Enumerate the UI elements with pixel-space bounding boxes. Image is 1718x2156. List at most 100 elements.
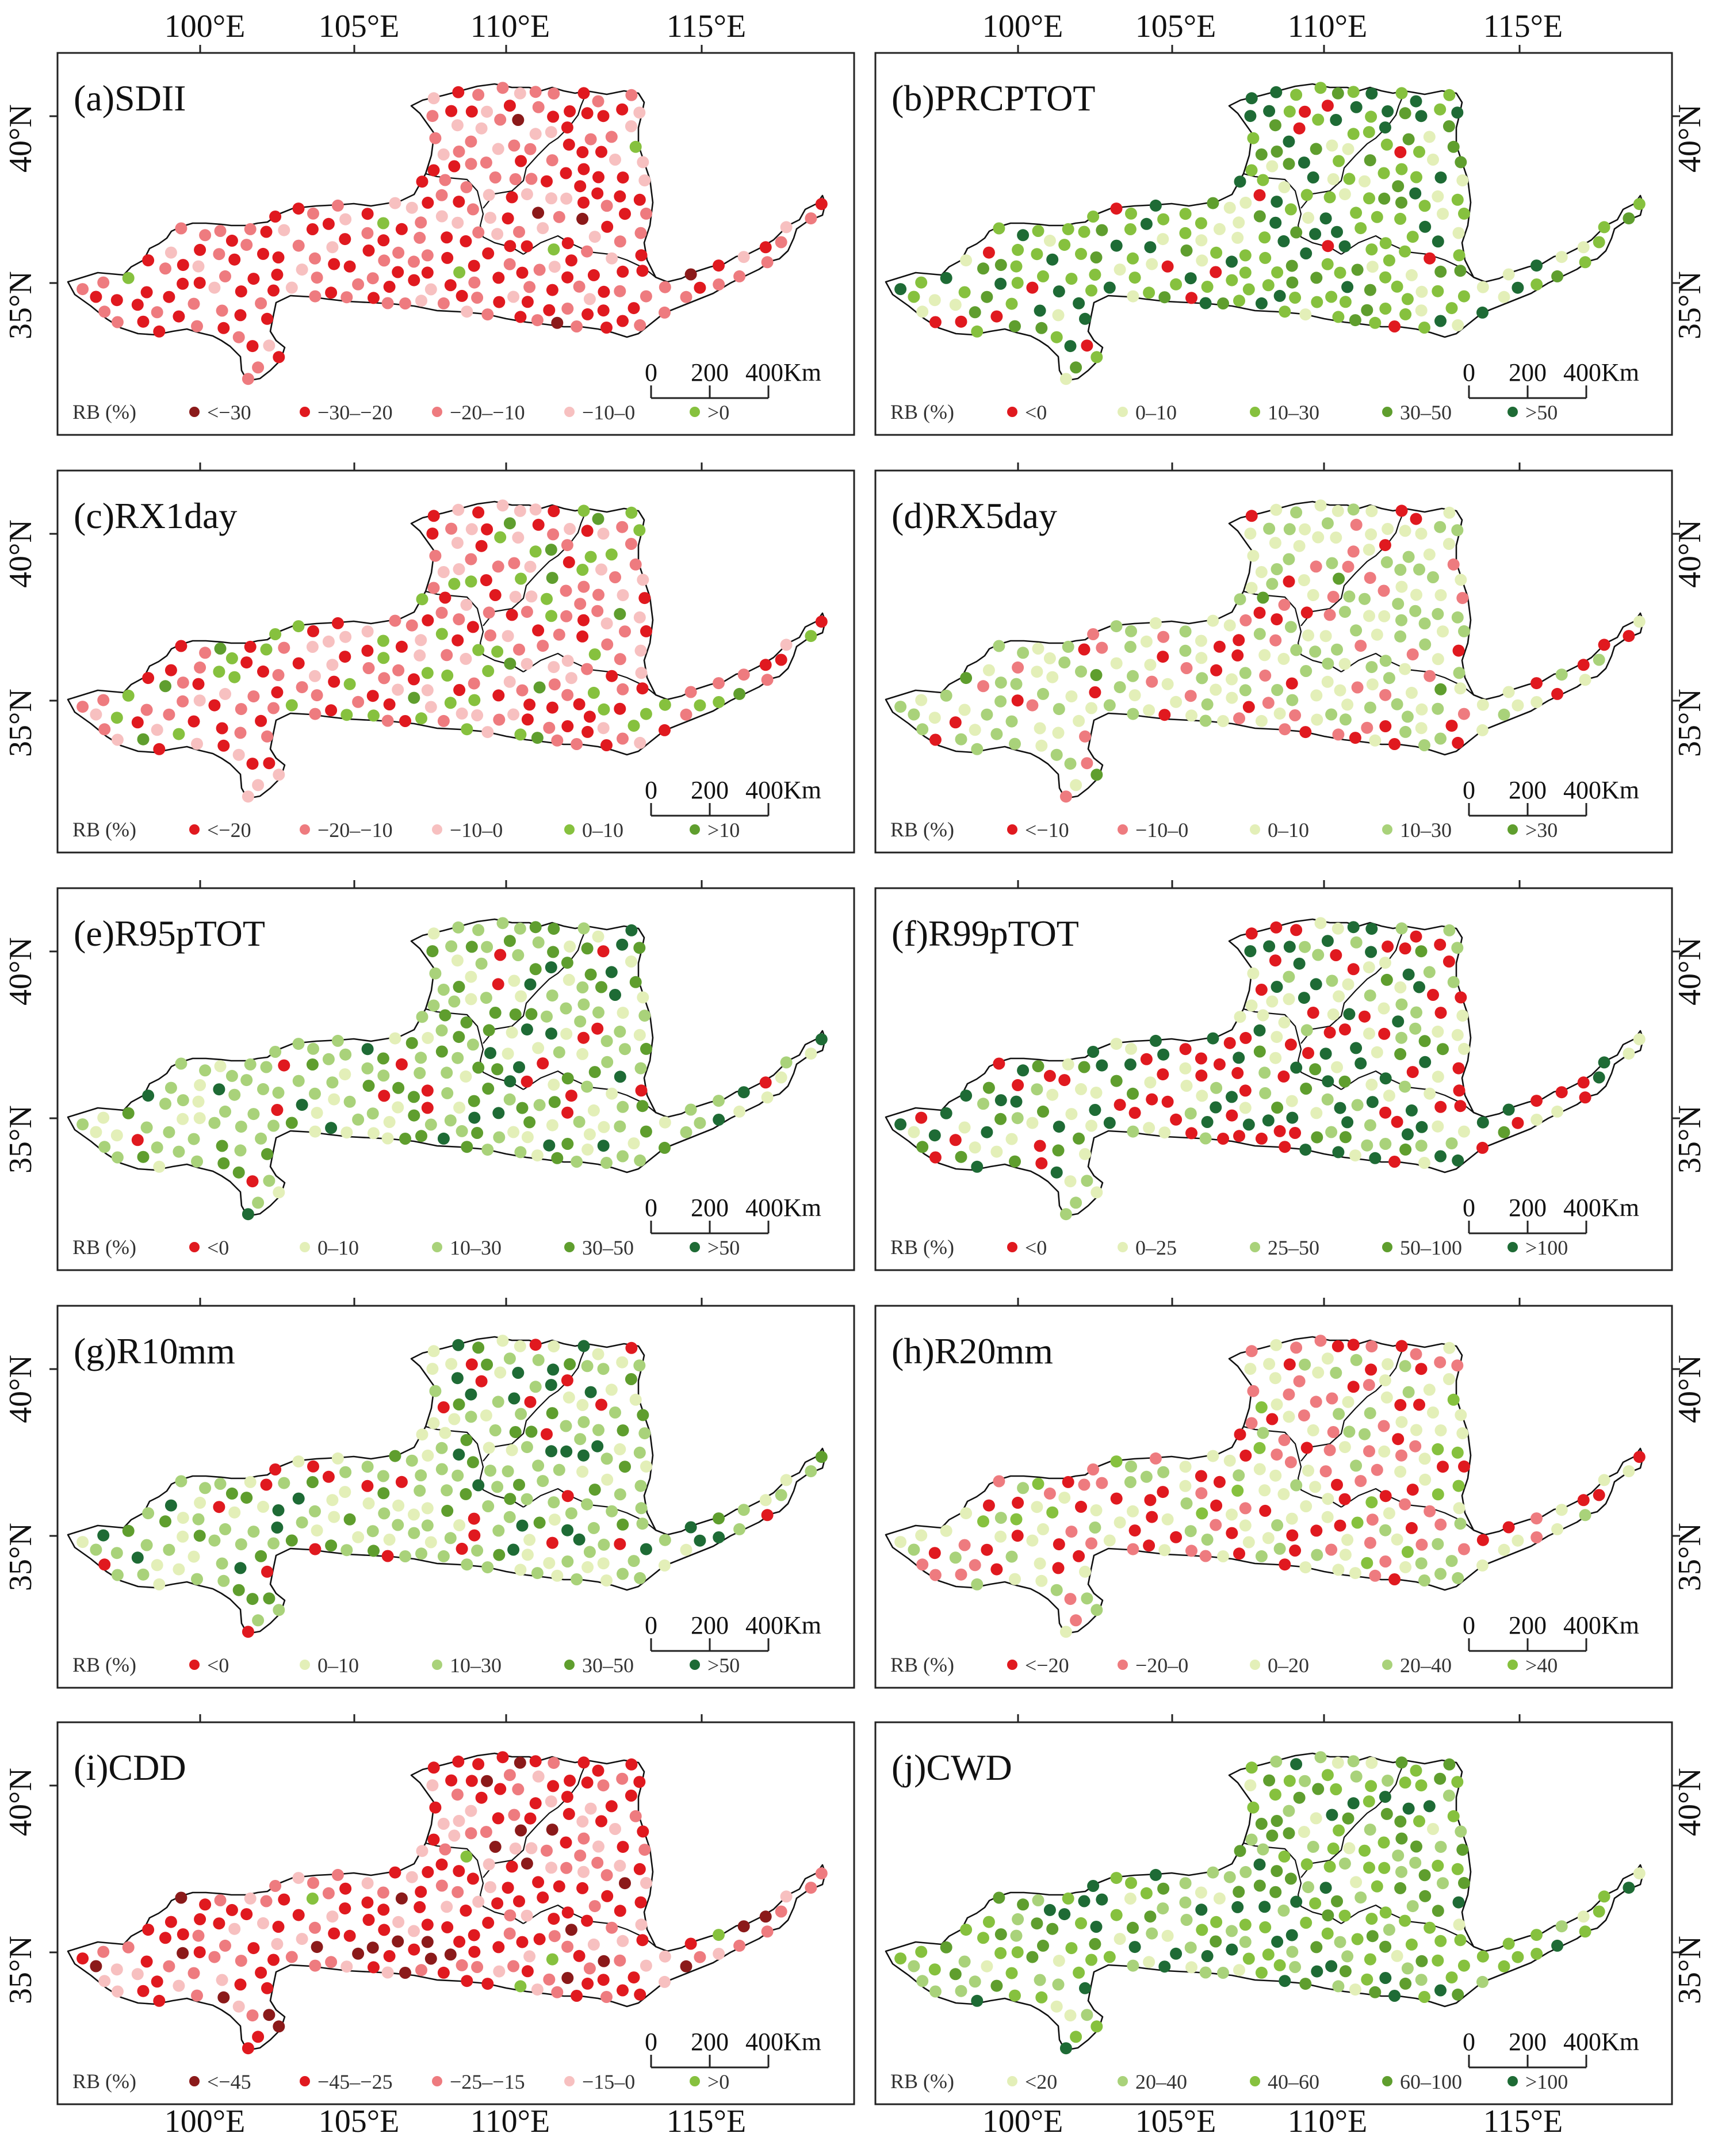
station-dot [257,247,269,260]
station-dot [546,1824,558,1836]
station-dot [1247,1801,1260,1814]
station-dot [1253,1045,1266,1058]
station-dot [581,1143,594,1156]
station-dot [533,681,546,694]
station-dot [475,1791,488,1804]
station-dot [366,1107,379,1120]
station-dot [405,1454,418,1467]
station-dot [273,351,285,364]
station-dot [445,522,458,535]
station-dot [1245,1417,1258,1429]
station-dot [577,1832,590,1845]
station-dot [560,192,573,205]
station-dot [1245,1761,1258,1774]
station-dot [1555,251,1568,263]
station-dot [1458,207,1470,220]
station-dot [1263,1358,1276,1370]
station-dot [1170,695,1183,708]
station-dot [713,1095,725,1107]
station-dot [636,1517,649,1530]
station-dot [1361,304,1373,316]
station-dot [422,196,434,209]
legend-swatch [432,1660,442,1670]
station-dot [606,1505,618,1517]
station-dot [524,1812,537,1825]
scale-bar: 0 200 400Km [645,2028,821,2069]
station-dot [1201,1950,1214,1962]
station-dot [1395,504,1408,517]
legend-label: <0 [1025,401,1047,424]
station-dot [508,1809,521,1821]
station-dot [1343,173,1356,185]
legend: RB (%) <−30 −30–−20 −20–−10 −10–0 >0 [72,400,729,424]
station-dot [545,610,557,622]
station-dot [471,1545,484,1557]
station-dot [1283,1358,1296,1371]
station-dot [1341,281,1354,293]
station-dot [529,963,542,976]
station-dot [405,619,418,632]
panel-title: (a)SDII [74,78,186,118]
station-dot [1598,1056,1610,1069]
station-dot [1245,1833,1258,1846]
station-dot [331,1452,344,1465]
legend-swatch [1507,1242,1518,1252]
station-dot [516,1102,529,1114]
station-dot [993,1057,1005,1070]
station-dot [1201,1534,1214,1546]
station-dot [1354,222,1367,235]
station-dot [977,680,989,693]
station-dot [1255,1401,1268,1413]
station-dot [1388,320,1401,332]
station-dot [377,1886,389,1899]
station-dot [427,92,440,105]
station-dot [468,1529,481,1542]
station-dot [1322,1909,1334,1922]
station-dot [1226,1943,1238,1956]
station-dot [1269,954,1281,967]
station-dot [1579,1091,1591,1104]
station-dot [617,732,629,745]
station-dot [1011,277,1024,289]
station-dot [142,672,155,685]
station-dot [1319,1048,1332,1060]
station-dot [592,1840,604,1853]
station-dot [553,628,565,641]
station-dot [1415,1140,1428,1152]
station-dot [1090,1504,1103,1516]
station-dot [634,1480,647,1492]
station-dot [1365,1913,1378,1925]
station-dot [1079,1148,1091,1160]
station-dot [1359,1428,1371,1440]
station-dot [908,708,920,721]
station-dot [1273,1542,1286,1555]
station-dot [1244,527,1257,540]
station-dot [564,941,576,953]
station-dot [460,181,473,193]
legend: RB (%) <20 20–40 40–60 60–100 >100 [890,2070,1568,2093]
station-dot [577,1449,590,1462]
station-dot [605,548,618,561]
station-dot [1451,106,1464,119]
station-dot [514,504,526,517]
station-dot [1010,678,1023,690]
station-dot [456,1125,468,1137]
scale-bar: 0 200 400Km [1463,358,1639,399]
station-dot [246,1593,259,1605]
station-dot [340,1126,353,1139]
station-dot [1339,1549,1352,1561]
station-dot [548,1513,561,1526]
station-dot [192,678,205,690]
station-dot [981,708,993,721]
station-dot [1633,1867,1646,1880]
station-dot [1413,563,1425,576]
station-dot [1502,268,1515,281]
station-dot [1498,708,1510,721]
station-dot [366,1941,379,1954]
station-dot [307,1876,319,1889]
station-dot [306,223,319,235]
station-dot [381,714,394,727]
station-dot [296,1099,308,1111]
